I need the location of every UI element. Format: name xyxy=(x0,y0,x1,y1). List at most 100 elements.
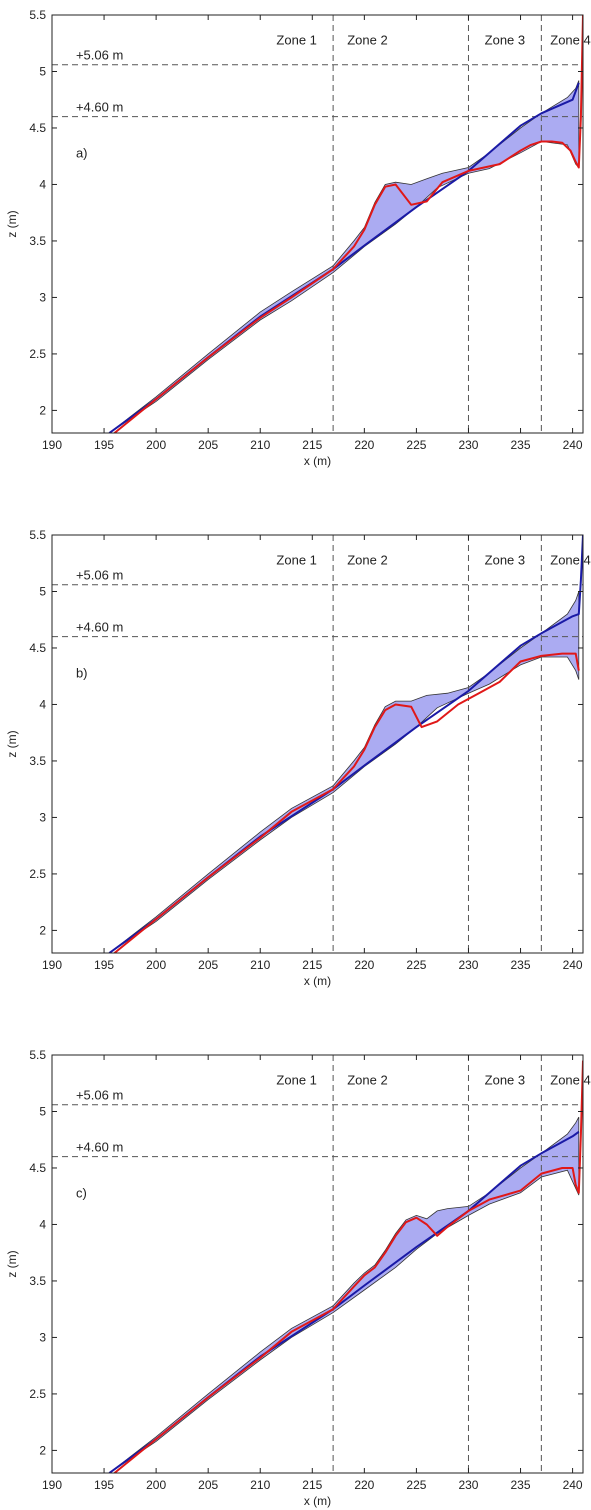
chart-c-y-tick-label-7: 5.5 xyxy=(29,1048,46,1062)
chart-b-y-tick-label-1: 2.5 xyxy=(29,867,46,881)
chart-c-zone-label-0: Zone 1 xyxy=(276,1072,316,1087)
chart-c-y-tick-label-5: 4.5 xyxy=(29,1161,46,1175)
chart-c-svg: 190 195 200 205 210 215 220 225 230 235 240 2 2.5 3 3.… xyxy=(5,1048,591,1508)
chart-a-plot-area xyxy=(52,15,583,433)
chart-c-panel-label: c) xyxy=(76,1185,87,1200)
chart-c-y-tick-label-3: 3.5 xyxy=(29,1274,46,1288)
chart-a-x-axis-label: x (m) xyxy=(304,454,331,468)
chart-a-y-tick-label-3: 3.5 xyxy=(29,234,46,248)
chart-a-y-tick-label-2: 3 xyxy=(39,290,46,304)
chart-c-plot-area xyxy=(52,1055,583,1473)
chart-b-x-axis-label: x (m) xyxy=(304,974,331,988)
chart-a-ref-line-label-1: +4.60 m xyxy=(76,100,123,115)
chart-c-y-tick-label-4: 4 xyxy=(39,1217,46,1231)
chart-b-panel-label: b) xyxy=(76,665,88,680)
chart-b-x-tick-label-10: 240 xyxy=(563,958,583,972)
chart-b-ref-line-label-0: +5.06 m xyxy=(76,568,123,583)
chart-c-x-tick-label-5: 215 xyxy=(302,1478,322,1492)
chart-b-x-tick-label-7: 225 xyxy=(406,958,426,972)
chart-c-final-profile-line xyxy=(113,1060,583,1473)
chart-c-zone-label-1: Zone 2 xyxy=(347,1072,387,1087)
chart-c-y-tick-label-6: 5 xyxy=(39,1104,46,1118)
chart-a-x-tick-label-0: 190 xyxy=(42,438,62,452)
chart-panel-b: 190 195 200 205 210 215 220 225 230 235 240 2 2.5 3 3.… xyxy=(0,520,591,1005)
chart-panel-c: 190 195 200 205 210 215 220 225 230 235 240 2 2.5 3 3.… xyxy=(0,1040,591,1510)
chart-a-y-tick-label-0: 2 xyxy=(39,403,46,417)
chart-a-y-tick-label-7: 5.5 xyxy=(29,8,46,22)
chart-b-zone-label-3: Zone 4 xyxy=(550,552,590,567)
chart-b-y-tick-label-7: 5.5 xyxy=(29,528,46,542)
chart-c-zone-label-3: Zone 4 xyxy=(550,1072,590,1087)
chart-c-x-tick-label-0: 190 xyxy=(42,1478,62,1492)
chart-c-y-tick-label-2: 3 xyxy=(39,1330,46,1344)
chart-b-y-tick-label-5: 4.5 xyxy=(29,641,46,655)
chart-a-final-profile-line xyxy=(113,15,583,433)
chart-c-x-axis-label: x (m) xyxy=(304,1494,331,1508)
chart-b-y-tick-label-0: 2 xyxy=(39,923,46,937)
chart-b-zone-label-0: Zone 1 xyxy=(276,552,316,567)
chart-a-y-tick-label-1: 2.5 xyxy=(29,347,46,361)
chart-c-ref-line-label-1: +4.60 m xyxy=(76,1140,123,1155)
chart-c-ref-line-label-0: +5.06 m xyxy=(76,1088,123,1103)
chart-panel-a: 190 195 200 205 210 215 220 225 230 235 240 2 2.5 3 3.… xyxy=(0,0,591,485)
chart-a-axes-frame xyxy=(51,14,584,434)
chart-b-y-tick-label-6: 5 xyxy=(39,584,46,598)
chart-a-y-tick-label-5: 4.5 xyxy=(29,121,46,135)
chart-b-x-tick-label-1: 195 xyxy=(94,958,114,972)
chart-a-zone-label-0: Zone 1 xyxy=(276,32,316,47)
chart-b-x-tick-label-5: 215 xyxy=(302,958,322,972)
chart-a-x-tick-label-6: 220 xyxy=(354,438,374,452)
chart-c-x-tick-label-1: 195 xyxy=(94,1478,114,1492)
chart-a-panel-label: a) xyxy=(76,145,88,160)
chart-a-zone-label-1: Zone 2 xyxy=(347,32,387,47)
chart-c-y-axis-label: z (m) xyxy=(5,1250,19,1277)
chart-c-x-tick-label-4: 210 xyxy=(250,1478,270,1492)
chart-a-zone-label-3: Zone 4 xyxy=(550,32,590,47)
chart-b-y-axis-label: z (m) xyxy=(5,730,19,757)
chart-b-x-tick-label-3: 205 xyxy=(198,958,218,972)
chart-b-x-tick-label-2: 200 xyxy=(146,958,166,972)
chart-b-x-tick-label-9: 235 xyxy=(511,958,531,972)
chart-b-y-tick-label-4: 4 xyxy=(39,697,46,711)
chart-a-x-tick-label-1: 195 xyxy=(94,438,114,452)
chart-b-zone-label-1: Zone 2 xyxy=(347,552,387,567)
chart-b-x-tick-label-6: 220 xyxy=(354,958,374,972)
chart-a-x-tick-label-8: 230 xyxy=(458,438,478,452)
chart-b-initial-profile-line xyxy=(108,535,583,953)
chart-a-svg: 190 195 200 205 210 215 220 225 230 235 240 2 2.5 3 3.… xyxy=(5,8,591,468)
chart-b-x-tick-label-8: 230 xyxy=(458,958,478,972)
chart-a-x-tick-label-2: 200 xyxy=(146,438,166,452)
chart-b-plot-area xyxy=(52,535,583,953)
chart-c-zone-label-2: Zone 3 xyxy=(485,1072,525,1087)
chart-c-x-tick-label-8: 230 xyxy=(458,1478,478,1492)
chart-b-x-tick-label-0: 190 xyxy=(42,958,62,972)
chart-c-x-tick-label-9: 235 xyxy=(511,1478,531,1492)
chart-c-x-tick-label-2: 200 xyxy=(146,1478,166,1492)
chart-b-zone-label-2: Zone 3 xyxy=(485,552,525,567)
chart-b-final-profile-line xyxy=(113,652,580,953)
chart-c-axes-frame xyxy=(51,1054,584,1474)
chart-b-axes-frame xyxy=(51,534,584,954)
chart-c-y-tick-label-1: 2.5 xyxy=(29,1387,46,1401)
chart-a-x-tick-label-3: 205 xyxy=(198,438,218,452)
chart-b-envelope-area xyxy=(109,591,580,953)
chart-c-x-tick-label-7: 225 xyxy=(406,1478,426,1492)
chart-c-x-tick-label-3: 205 xyxy=(198,1478,218,1492)
chart-a-x-tick-label-4: 210 xyxy=(250,438,270,452)
chart-b-y-tick-label-3: 3.5 xyxy=(29,754,46,768)
chart-a-x-tick-label-5: 215 xyxy=(302,438,322,452)
chart-b-y-tick-label-2: 3 xyxy=(39,810,46,824)
chart-a-x-tick-label-10: 240 xyxy=(563,438,583,452)
chart-b-x-tick-label-4: 210 xyxy=(250,958,270,972)
chart-a-y-tick-label-4: 4 xyxy=(39,177,46,191)
chart-b-ref-line-label-1: +4.60 m xyxy=(76,620,123,635)
chart-a-y-tick-label-6: 5 xyxy=(39,64,46,78)
chart-a-zone-label-2: Zone 3 xyxy=(485,32,525,47)
chart-a-y-axis-label: z (m) xyxy=(5,210,19,237)
chart-b-svg: 190 195 200 205 210 215 220 225 230 235 240 2 2.5 3 3.… xyxy=(5,528,591,988)
chart-c-x-tick-label-10: 240 xyxy=(563,1478,583,1492)
chart-a-x-tick-label-7: 225 xyxy=(406,438,426,452)
chart-c-y-tick-label-0: 2 xyxy=(39,1443,46,1457)
chart-c-x-tick-label-6: 220 xyxy=(354,1478,374,1492)
chart-a-x-tick-label-9: 235 xyxy=(511,438,531,452)
